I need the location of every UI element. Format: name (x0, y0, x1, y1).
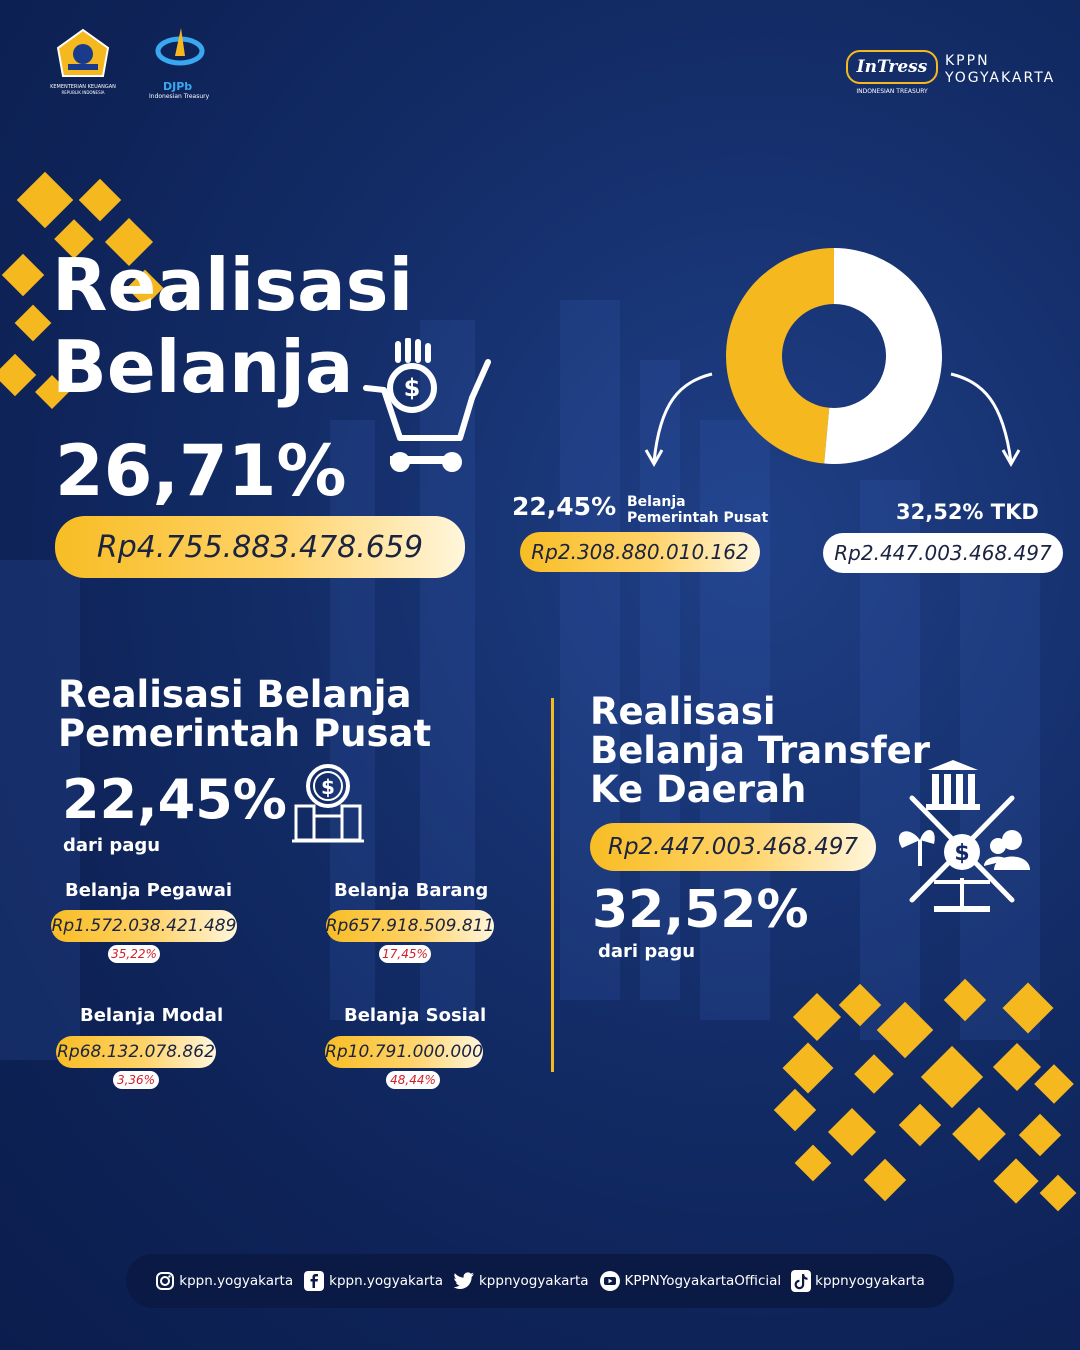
transfer-percent: 32,52% (592, 880, 809, 940)
footer-label: kppnyogyakarta (815, 1273, 925, 1289)
donut-left-label-line2: Pemerintah Pusat (627, 510, 769, 526)
central-item-amount: Rp68.132.078.862 (56, 1036, 216, 1068)
footer-label: KPPNYogyakartaOfficial (624, 1273, 782, 1289)
transfer-title: Realisasi Belanja Transfer Ke Daerah (590, 692, 930, 809)
donut-left-amount-text: Rp2.308.880.010.162 (531, 540, 749, 564)
hero-amount-text: Rp4.755.883.478.659 (96, 529, 424, 565)
svg-text:$: $ (404, 374, 421, 402)
donut-right-percent-value: 32,52% (896, 500, 984, 524)
footer-item-twitter[interactable]: kppnyogyakarta (453, 1272, 589, 1290)
central-item-pct: 17,45% (379, 945, 431, 963)
central-item-amount-text: Rp10.791.000.000 (325, 1042, 483, 1062)
kppn-wordmark: KPPN YOGYAKARTA (945, 53, 1056, 86)
footer-bar: kppn.yogyakarta kppn.yogyakarta kppnyogy… (126, 1254, 954, 1308)
donut-left-label: Belanja Pemerintah Pusat (627, 494, 768, 526)
svg-text:$: $ (954, 841, 969, 866)
central-title-line1: Realisasi Belanja (58, 673, 412, 716)
transfer-sub: dari pagu (598, 941, 696, 962)
donut-arrow-left (644, 372, 713, 468)
hero-percent: 26,71% (55, 430, 347, 512)
footer-item-facebook[interactable]: kppn.yogyakarta (303, 1270, 443, 1292)
central-item-label: Belanja Pegawai (65, 880, 233, 901)
central-sub: dari pagu (63, 835, 161, 856)
footer-item-youtube[interactable]: KPPNYogyakartaOfficial (599, 1270, 782, 1292)
central-item-pct: 3,36% (113, 1071, 159, 1089)
central-item-pct: 48,44% (386, 1071, 440, 1089)
hero-title-line1: Realisasi (52, 243, 414, 327)
central-item-label: Belanja Modal (80, 1005, 224, 1026)
transfer-amount-text: Rp2.447.003.468.497 (607, 834, 859, 860)
central-item-amount: Rp10.791.000.000 (325, 1036, 483, 1068)
hero-title-line2: Belanja (52, 325, 354, 409)
transfer-title-line2: Belanja Transfer (590, 729, 931, 772)
donut-left-percent: 22,45% (512, 492, 617, 521)
central-item-amount: Rp1.572.038.421.489 (51, 910, 237, 942)
svg-text:$: $ (321, 775, 335, 799)
donut-right-label: TKD (990, 500, 1039, 524)
donut-right-amount-text: Rp2.447.003.468.497 (834, 541, 1052, 565)
transfer-title-line1: Realisasi (590, 690, 776, 733)
central-item-label: Belanja Barang (334, 880, 489, 901)
youtube-icon (599, 1271, 620, 1291)
central-item-amount-text: Rp657.918.509.811 (325, 916, 495, 936)
donut-arrow-right (950, 372, 1021, 468)
central-title-line2: Pemerintah Pusat (58, 712, 432, 755)
twitter-icon (453, 1272, 474, 1289)
building-dollar-icon: $ (290, 762, 366, 844)
facebook-icon (304, 1271, 325, 1291)
donut-right-amount: Rp2.447.003.468.497 (823, 533, 1063, 573)
central-percent: 22,45% (62, 768, 287, 831)
donut-right-percent: 32,52% TKD (896, 500, 1039, 524)
tiktok-icon (791, 1270, 812, 1292)
footer-item-instagram[interactable]: kppn.yogyakarta (155, 1271, 293, 1291)
central-title: Realisasi Belanja Pemerintah Pusat (58, 675, 431, 753)
central-item-amount-text: Rp1.572.038.421.489 (51, 916, 237, 936)
central-item-amount: Rp657.918.509.811 (326, 910, 494, 942)
transfer-title-line3: Ke Daerah (590, 768, 807, 811)
footer-label: kppnyogyakarta (478, 1273, 589, 1289)
donut-left-label-line1: Belanja (627, 494, 686, 510)
donut-segment (824, 248, 942, 464)
instagram-icon (156, 1272, 175, 1290)
hero-amount: Rp4.755.883.478.659 (55, 516, 465, 578)
central-item-amount-text: Rp68.132.078.862 (57, 1042, 215, 1062)
central-item-label: Belanja Sosial (344, 1005, 487, 1026)
section-divider (551, 698, 554, 1072)
intress-logo: InTress INDONESIAN TREASURY (846, 50, 938, 102)
donut-chart (725, 248, 942, 464)
footer-label: kppn.yogyakarta (179, 1273, 294, 1289)
footer-label: kppn.yogyakarta (329, 1273, 443, 1289)
regional-transfer-icon: $ (890, 760, 1040, 924)
kemenkeu-logo: KEMENTERIAN KEUANGAN REPUBLIK INDONESIA (48, 28, 118, 96)
donut-segment (725, 248, 834, 464)
shopping-cart-dollar-icon: $ (360, 337, 492, 478)
footer-item-tiktok[interactable]: kppnyogyakarta (791, 1270, 925, 1292)
transfer-amount: Rp2.447.003.468.497 (590, 823, 876, 871)
central-item-pct: 35,22% (108, 945, 160, 963)
donut-left-amount: Rp2.308.880.010.162 (520, 532, 760, 572)
djpb-logo: DJPb Indonesian Treasury (145, 26, 225, 102)
